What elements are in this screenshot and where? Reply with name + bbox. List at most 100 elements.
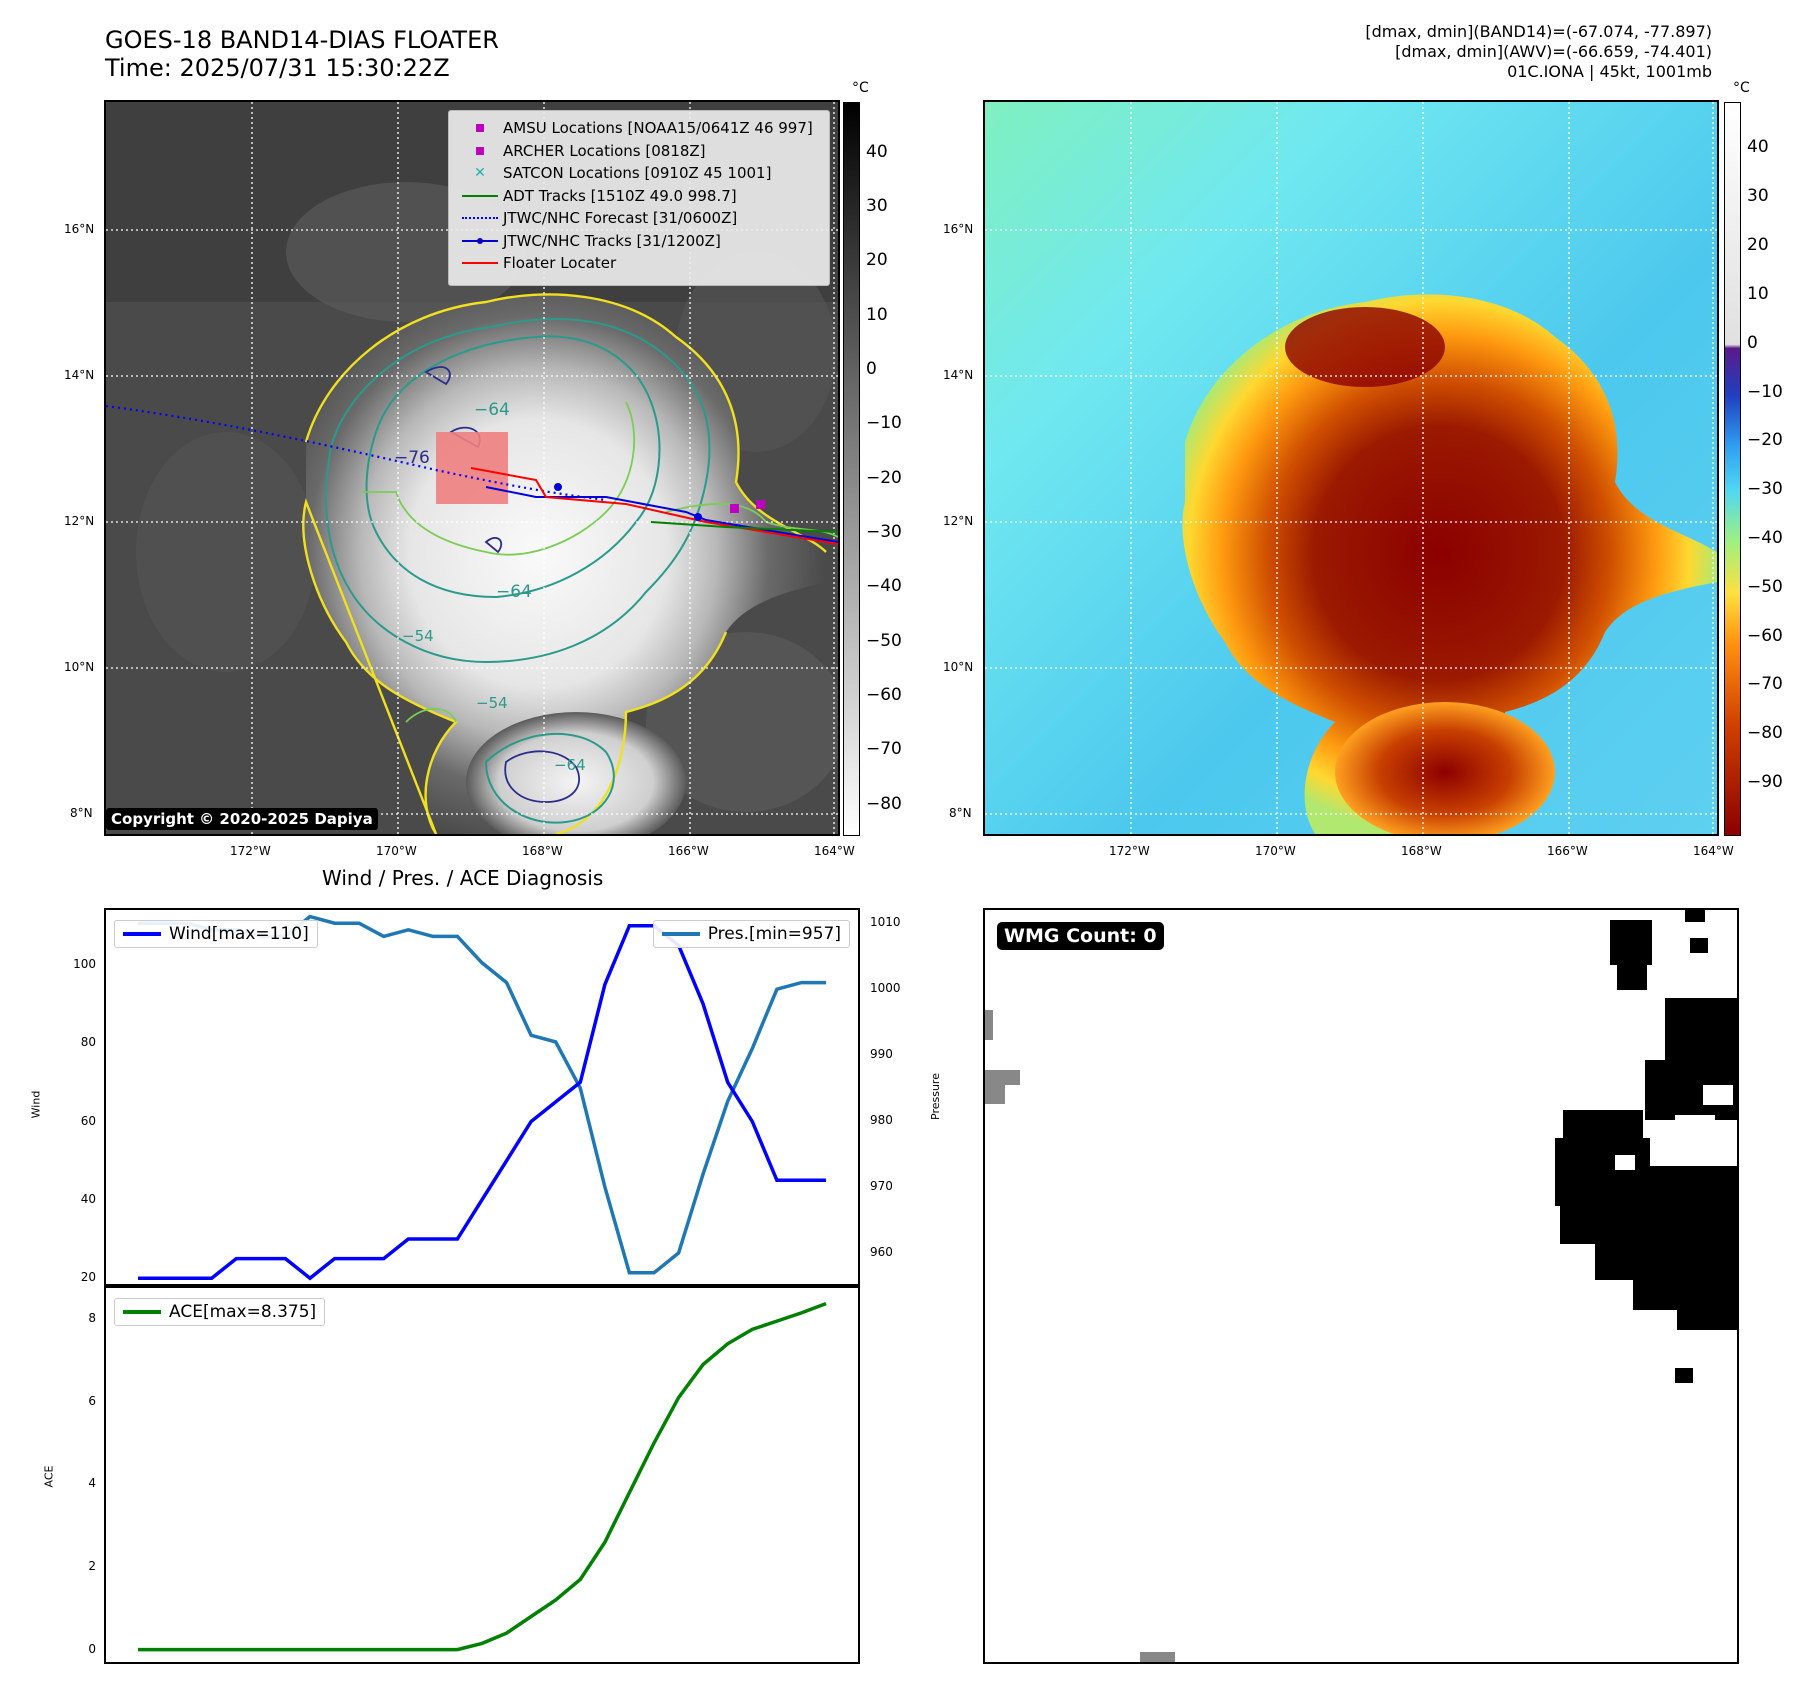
lat-label: 12°N [943, 514, 974, 528]
contour-label-4: −54 [402, 627, 434, 645]
colorbar-color [1724, 102, 1741, 836]
wmg-mask [985, 910, 1737, 1662]
colorbar-tick: −50 [866, 630, 902, 651]
lat-label: 12°N [64, 514, 95, 528]
ace-line-icon [123, 1310, 161, 1314]
figure-info: [dmax, dmin](BAND14)=(-67.074, -77.897) … [1365, 22, 1712, 82]
lon-label: 172°W [1109, 844, 1150, 858]
colorbar-tick: −70 [866, 739, 902, 760]
wind-tick: 60 [80, 1113, 96, 1128]
info-line-2: [dmax, dmin](AWV)=(-66.659, -74.401) [1395, 42, 1712, 61]
lon-label: 166°W [668, 844, 709, 858]
line-marker-icon [462, 262, 498, 265]
lon-label: 168°W [522, 844, 563, 858]
contour-label-2: −76 [394, 448, 430, 468]
colorbar-tick: −50 [1747, 576, 1783, 597]
colorbar-tick: 30 [866, 196, 888, 217]
copyright-badge: Copyright © 2020-2025 Dapiya [106, 808, 378, 830]
ace-tick: 0 [88, 1641, 96, 1656]
ace-axis-label: ACE [42, 1465, 56, 1488]
ir-map-panel: −64 −76 −64 −54 −54 −64 AMSU Locations [… [104, 100, 840, 836]
colorbar-tick: −20 [1747, 430, 1783, 451]
legend-satcon: ✕ SATCON Locations [0910Z 45 1001] [457, 162, 821, 185]
colorbar-tick: 40 [866, 141, 888, 162]
colorbar-tick: −80 [866, 793, 902, 814]
colorbar-tick: 0 [1747, 332, 1758, 353]
legend-adt: ADT Tracks [1510Z 49.0 998.7] [457, 185, 821, 208]
ace-panel: ACE[max=8.375] [104, 1284, 860, 1664]
colorbar-tick: −40 [1747, 527, 1783, 548]
legend-amsu: AMSU Locations [NOAA15/0641Z 46 997] [457, 117, 821, 140]
figure-title: GOES-18 BAND14-DIAS FLOATER Time: 2025/0… [105, 26, 499, 82]
colorbar-tick: 20 [1747, 235, 1769, 256]
info-line-3: 01C.IONA | 45kt, 1001mb [1507, 62, 1712, 81]
pressure-line-icon [661, 932, 700, 936]
map-legend: AMSU Locations [NOAA15/0641Z 46 997] ARC… [448, 110, 830, 286]
title-line-1: GOES-18 BAND14-DIAS FLOATER [105, 26, 499, 54]
wind-tick: 20 [80, 1270, 96, 1285]
wind-chart-title: Wind / Pres. / ACE Diagnosis [322, 866, 604, 890]
info-line-1: [dmax, dmin](BAND14)=(-67.074, -77.897) [1365, 22, 1712, 41]
colorbar-tick: 0 [866, 359, 877, 380]
colorbar-tick: −60 [1747, 625, 1783, 646]
lon-label: 172°W [230, 844, 271, 858]
contour-label-6: −64 [554, 756, 586, 774]
colorbar-tick: −10 [1747, 381, 1783, 402]
colorbar-tick: −30 [1747, 479, 1783, 500]
colorbar-tick: −90 [1747, 772, 1783, 793]
lon-label: 164°W [1693, 844, 1734, 858]
title-line-2: Time: 2025/07/31 15:30:22Z [105, 54, 450, 82]
lat-label: 14°N [943, 368, 974, 382]
x-marker-icon: ✕ [474, 165, 486, 182]
contour-label-1: −64 [474, 400, 510, 420]
pressure-legend: Pres.[min=957] [652, 920, 850, 948]
color-map-panel [983, 100, 1719, 836]
lat-label: 8°N [70, 806, 93, 820]
colorbar-tick: −80 [1747, 723, 1783, 744]
ace-tick: 6 [88, 1393, 96, 1408]
colorbar-tick: 40 [1747, 137, 1769, 158]
wind-tick: 100 [73, 956, 96, 971]
wind-legend: Wind[max=110] [114, 920, 318, 948]
legend-archer: ARCHER Locations [0818Z] [457, 140, 821, 163]
wmg-panel: WMG Count: 0 [983, 908, 1739, 1664]
colorbar-tick: −20 [866, 467, 902, 488]
wind-pressure-panel: Wind[max=110] Pres.[min=957] [104, 908, 860, 1288]
ace-line [138, 1301, 827, 1652]
lon-label: 170°W [376, 844, 417, 858]
lon-label: 166°W [1547, 844, 1588, 858]
ace-tick: 2 [88, 1558, 96, 1573]
pressure-line [138, 914, 826, 1275]
wmg-count-badge: WMG Count: 0 [997, 922, 1164, 950]
pressure-tick: 1010 [870, 915, 901, 930]
colorbar-tick: 30 [1747, 186, 1769, 207]
colorbar-tick: 20 [866, 250, 888, 271]
wind-pressure-chart [138, 914, 826, 1281]
wind-tick: 80 [80, 1035, 96, 1050]
colorbar-tick: −10 [866, 413, 902, 434]
colorbar-tick: −40 [866, 576, 902, 597]
colorbar-tick: −60 [866, 684, 902, 705]
pressure-tick: 980 [870, 1113, 893, 1128]
lon-label: 168°W [1401, 844, 1442, 858]
colorbar-gray [843, 102, 860, 836]
colorbar-color-unit: °C [1733, 80, 1750, 96]
ace-legend: ACE[max=8.375] [114, 1298, 326, 1326]
pressure-tick: 960 [870, 1245, 893, 1260]
legend-forecast: JTWC/NHC Forecast [31/0600Z] [457, 207, 821, 230]
colorbar-gray-unit: °C [852, 80, 869, 96]
dotted-line-icon [462, 217, 498, 220]
legend-floater: Floater Locater [457, 252, 821, 275]
wind-line [138, 923, 826, 1281]
square-marker-icon [476, 146, 484, 155]
ace-tick: 8 [88, 1311, 96, 1326]
wind-tick: 40 [80, 1191, 96, 1206]
wind-line-icon [123, 932, 161, 936]
pressure-tick: 990 [870, 1047, 893, 1062]
colorbar-tick: 10 [866, 304, 888, 325]
lat-label: 16°N [64, 222, 95, 236]
lon-label: 170°W [1255, 844, 1296, 858]
contour-label-3: −64 [496, 582, 532, 602]
wmg-axis-label: Pressure [928, 1073, 942, 1120]
colorbar-tick: 10 [1747, 283, 1769, 304]
